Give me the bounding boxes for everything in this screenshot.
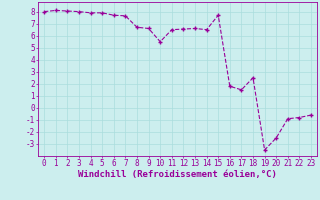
- X-axis label: Windchill (Refroidissement éolien,°C): Windchill (Refroidissement éolien,°C): [78, 170, 277, 179]
